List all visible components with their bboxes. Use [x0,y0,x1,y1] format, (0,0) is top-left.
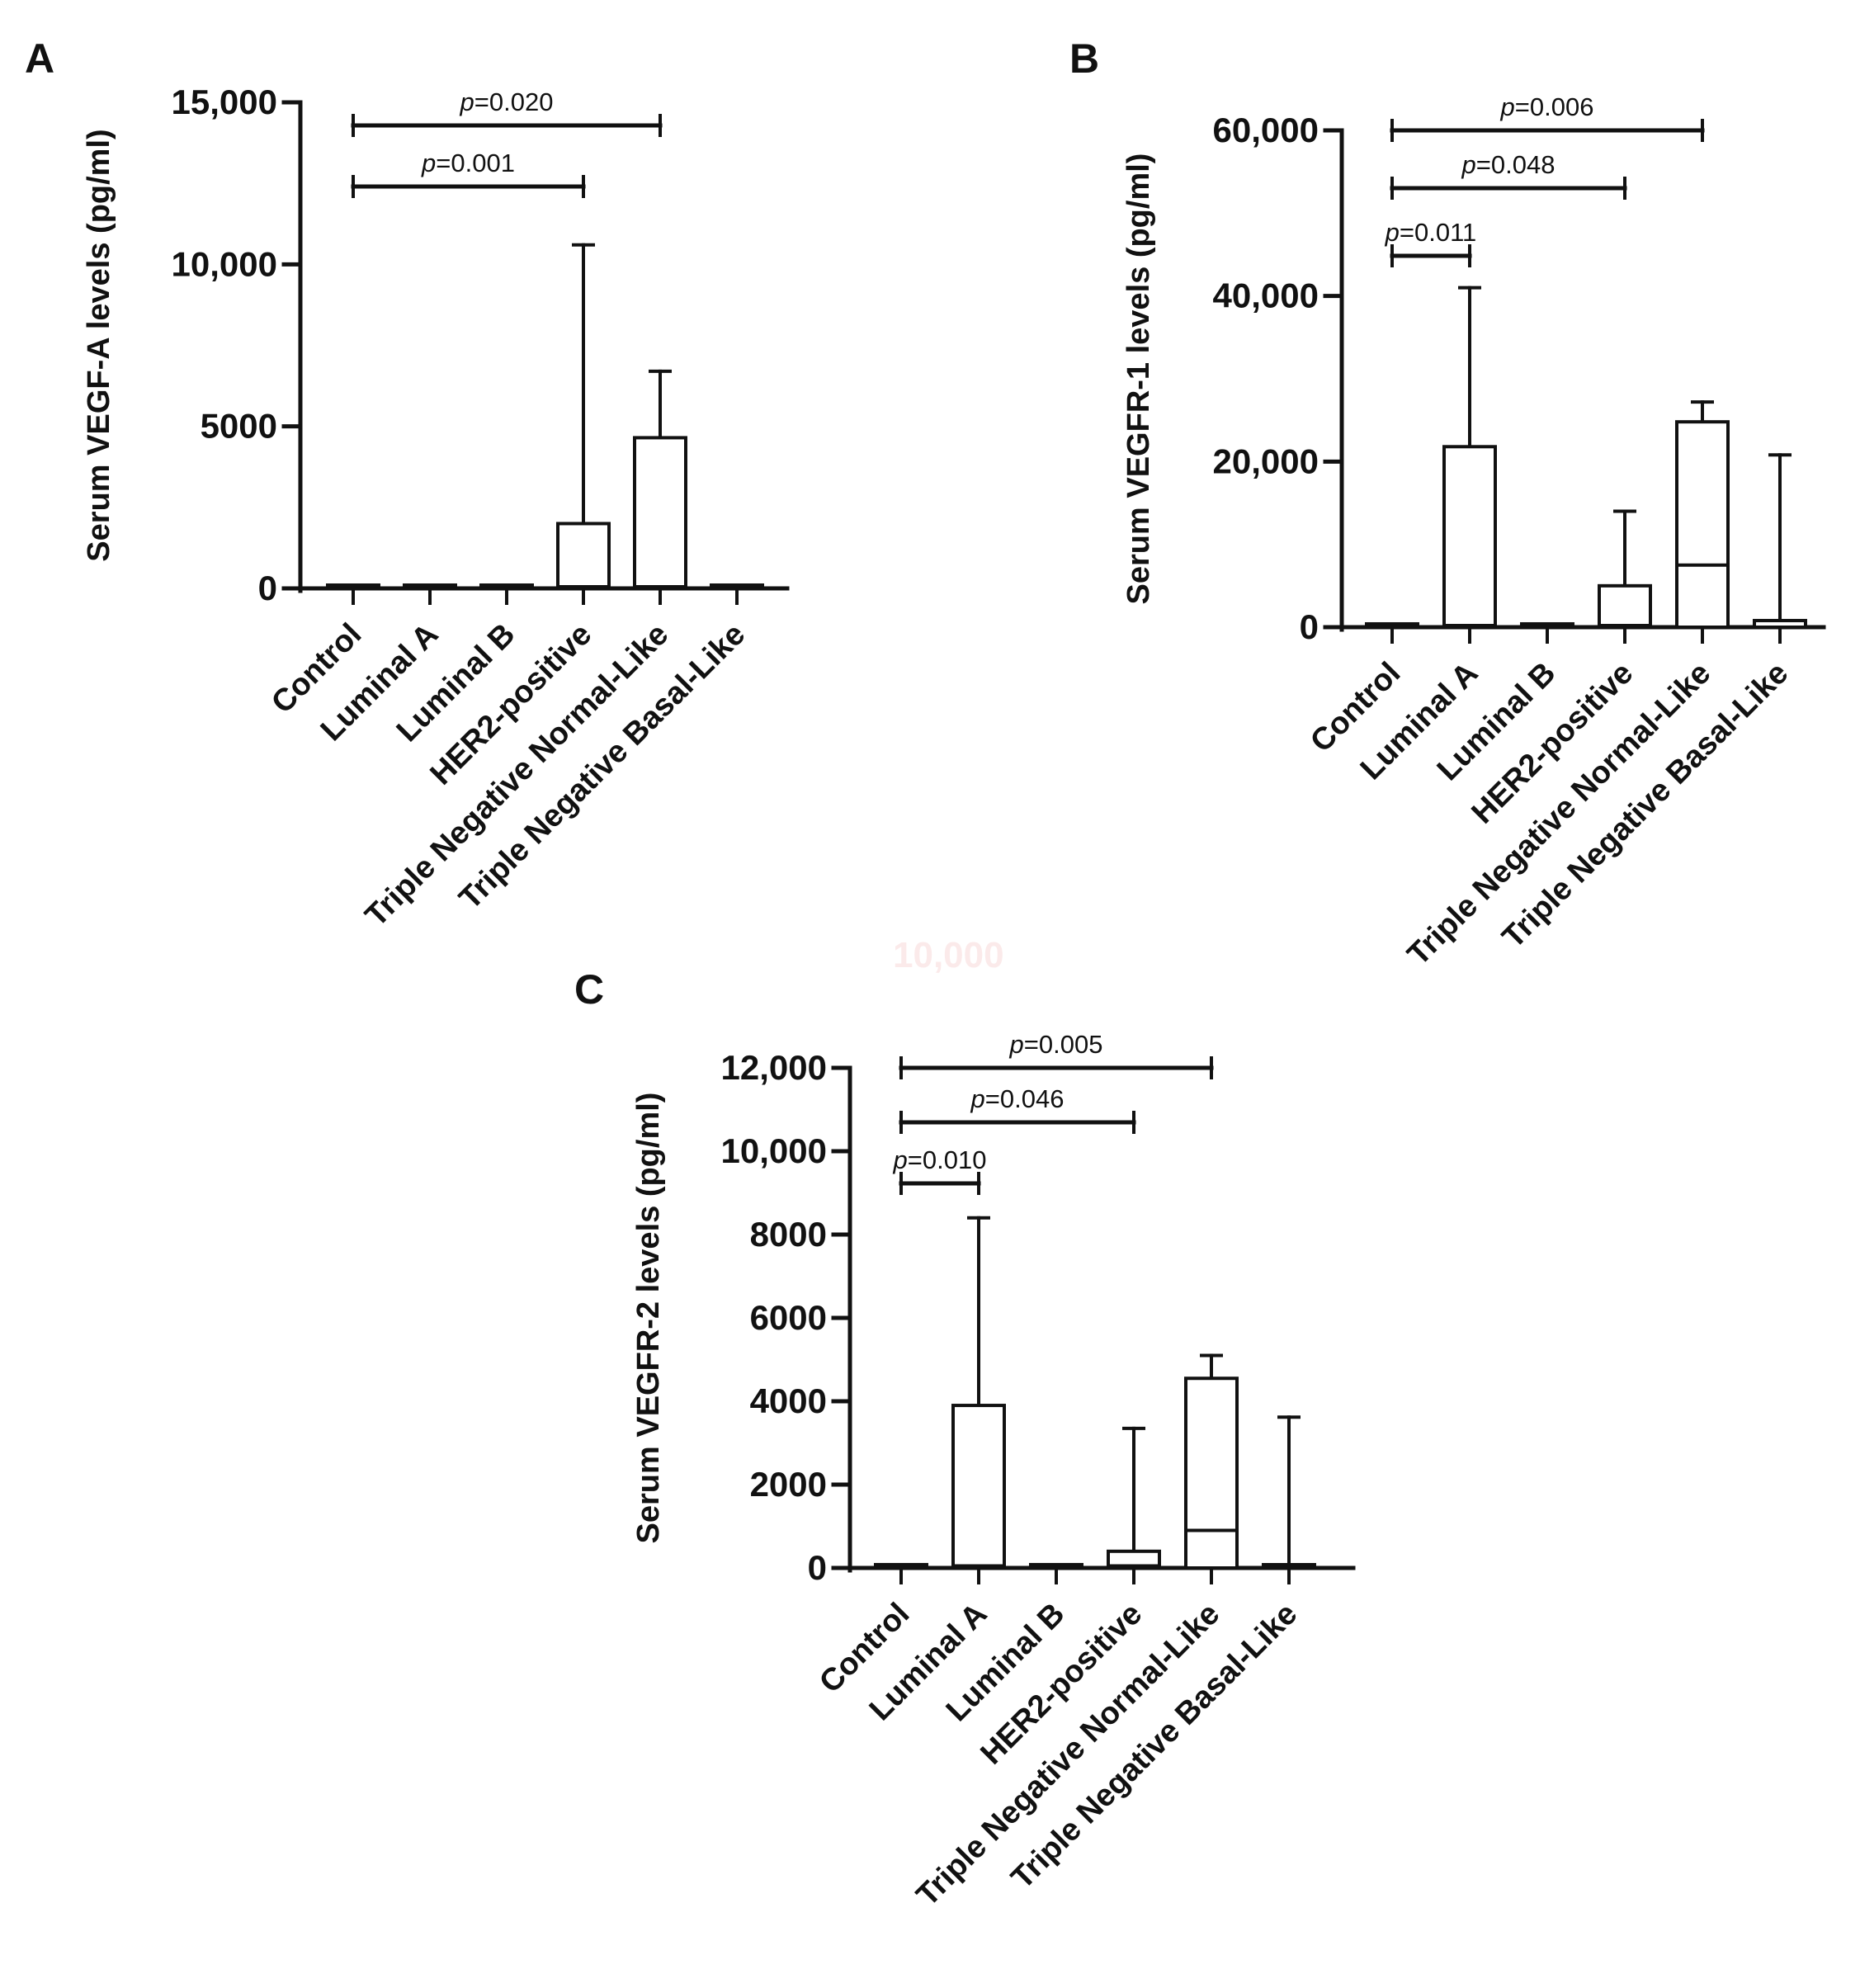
y-axis-title: Serum VEGF-A levels (pg/ml) [82,129,116,561]
p-value-label: p=0.010 [893,1145,987,1174]
box-4 [1598,583,1652,629]
y-tick-label: 5000 [201,407,277,446]
p-value-label: p=0.048 [1461,150,1556,179]
p-value-text: =0.011 [1400,218,1476,247]
y-tick-label: 60,000 [1213,111,1319,149]
p-symbol: p [421,149,436,177]
p-value-text: =0.048 [1476,150,1556,179]
box-2 [951,1404,1006,1570]
p-symbol: p [1009,1030,1024,1059]
y-tick-label: 0 [1300,607,1319,646]
p-value-text: =0.005 [1024,1030,1103,1059]
y-tick-label: 0 [808,1548,827,1587]
panel-letter: C [574,966,604,1013]
box-5 [1675,420,1730,629]
y-axis-title: Serum VEGFR-2 levels (pg/ml) [631,1093,666,1544]
p-symbol: p [970,1084,985,1113]
p-value-text: =0.010 [908,1145,987,1174]
y-tick-label: 0 [258,569,277,607]
y-tick-label: 6000 [750,1298,827,1337]
y-tick-label: 40,000 [1213,276,1319,315]
p-value-text: =0.020 [474,87,554,116]
box-5 [1184,1376,1239,1570]
box-2 [1442,445,1497,629]
y-tick-label: 4000 [750,1381,827,1420]
y-axis-title: Serum VEGFR-1 levels (pg/ml) [1121,153,1156,605]
p-value-label: p=0.046 [970,1084,1065,1113]
p-symbol: p [893,1145,908,1174]
p-symbol: p [1385,218,1400,247]
panel-letter: B [1069,35,1099,82]
y-tick-label: 10,000 [721,1131,827,1170]
panel-letter: A [25,35,54,82]
p-value-text: =0.001 [436,149,515,177]
p-symbol: p [1461,150,1476,179]
y-tick-label: 8000 [750,1215,827,1254]
y-tick-label: 12,000 [721,1048,827,1087]
y-tick-label: 15,000 [172,83,277,121]
y-tick-label: 2000 [750,1465,827,1504]
p-value-label: p=0.006 [1500,92,1594,121]
p-value-text: =0.046 [985,1084,1065,1113]
p-value-text: =0.006 [1515,92,1594,121]
p-value-label: p=0.020 [460,87,554,116]
y-tick-label: 20,000 [1213,442,1319,480]
p-value-label: p=0.001 [421,149,515,177]
p-value-label: p=0.005 [1009,1030,1103,1059]
p-symbol: p [460,87,474,116]
faint-watermark-text: 10,000 [893,935,1004,975]
box-5 [633,436,687,590]
p-value-label: p=0.011 [1385,218,1477,247]
y-tick-label: 10,000 [172,244,277,283]
box-4 [556,522,611,591]
p-symbol: p [1500,92,1515,121]
